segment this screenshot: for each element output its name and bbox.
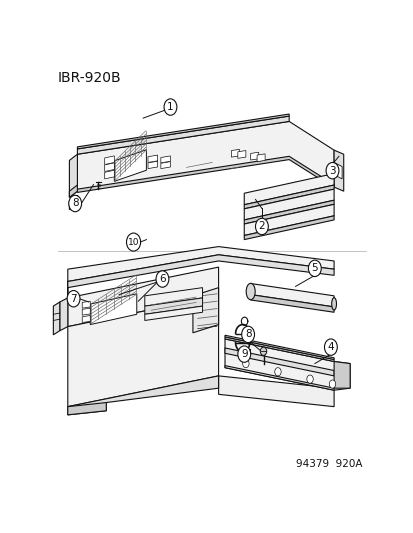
Ellipse shape	[246, 284, 254, 300]
Polygon shape	[104, 156, 114, 165]
Polygon shape	[145, 288, 202, 306]
Circle shape	[67, 290, 80, 307]
Polygon shape	[244, 216, 333, 240]
Polygon shape	[333, 150, 343, 191]
Polygon shape	[333, 163, 341, 179]
Text: 2: 2	[258, 222, 265, 231]
Polygon shape	[77, 122, 333, 191]
Polygon shape	[68, 267, 218, 327]
Text: 94379  920A: 94379 920A	[296, 459, 362, 470]
Polygon shape	[104, 170, 114, 179]
Circle shape	[306, 375, 313, 383]
Text: 7: 7	[70, 294, 77, 304]
Circle shape	[164, 99, 176, 115]
Polygon shape	[256, 154, 264, 161]
Polygon shape	[53, 302, 59, 335]
Polygon shape	[148, 161, 157, 168]
Polygon shape	[218, 376, 333, 407]
Polygon shape	[59, 298, 68, 330]
Polygon shape	[68, 255, 333, 288]
Circle shape	[328, 380, 335, 388]
Polygon shape	[333, 361, 349, 388]
Polygon shape	[225, 339, 349, 390]
Circle shape	[237, 346, 250, 362]
Polygon shape	[225, 366, 333, 390]
Polygon shape	[90, 294, 136, 325]
Polygon shape	[104, 163, 114, 172]
Polygon shape	[250, 295, 333, 312]
Polygon shape	[244, 189, 333, 220]
Polygon shape	[231, 149, 239, 157]
Polygon shape	[68, 247, 333, 298]
Text: 8: 8	[244, 329, 251, 340]
Circle shape	[156, 271, 169, 287]
Polygon shape	[250, 152, 258, 160]
Polygon shape	[161, 156, 170, 163]
Polygon shape	[244, 185, 333, 209]
Circle shape	[260, 347, 266, 356]
Circle shape	[255, 219, 268, 235]
Polygon shape	[69, 195, 79, 209]
Polygon shape	[68, 376, 218, 415]
Circle shape	[325, 163, 338, 179]
Polygon shape	[244, 204, 333, 236]
Text: IBR-920B: IBR-920B	[57, 71, 121, 85]
Text: 6: 6	[159, 274, 165, 284]
Circle shape	[308, 260, 320, 277]
Circle shape	[126, 233, 140, 251]
Circle shape	[274, 368, 280, 376]
Circle shape	[324, 339, 337, 356]
Text: 1: 1	[167, 102, 173, 112]
Polygon shape	[77, 156, 333, 192]
Polygon shape	[68, 402, 106, 415]
Polygon shape	[69, 185, 77, 197]
Polygon shape	[148, 155, 157, 163]
Polygon shape	[225, 348, 333, 376]
Polygon shape	[82, 308, 90, 315]
Text: 8: 8	[72, 198, 78, 208]
Polygon shape	[225, 337, 333, 361]
Polygon shape	[225, 335, 333, 359]
Polygon shape	[82, 316, 90, 322]
Text: 3: 3	[328, 166, 335, 176]
Text: 4: 4	[327, 342, 333, 352]
Polygon shape	[77, 114, 288, 149]
Polygon shape	[145, 298, 202, 314]
Polygon shape	[161, 161, 170, 168]
Ellipse shape	[331, 298, 336, 310]
Circle shape	[69, 195, 81, 212]
Polygon shape	[69, 154, 77, 197]
Polygon shape	[237, 150, 245, 158]
Circle shape	[241, 326, 254, 343]
Polygon shape	[244, 200, 333, 224]
Text: 9: 9	[240, 349, 247, 359]
Polygon shape	[192, 288, 218, 333]
Circle shape	[242, 359, 249, 368]
Polygon shape	[244, 174, 333, 205]
Polygon shape	[82, 301, 90, 308]
Polygon shape	[145, 306, 202, 320]
Text: 5: 5	[311, 263, 318, 273]
Text: 10: 10	[128, 238, 139, 247]
Polygon shape	[250, 284, 333, 307]
Polygon shape	[114, 150, 146, 181]
Polygon shape	[68, 296, 218, 407]
Polygon shape	[77, 116, 288, 154]
